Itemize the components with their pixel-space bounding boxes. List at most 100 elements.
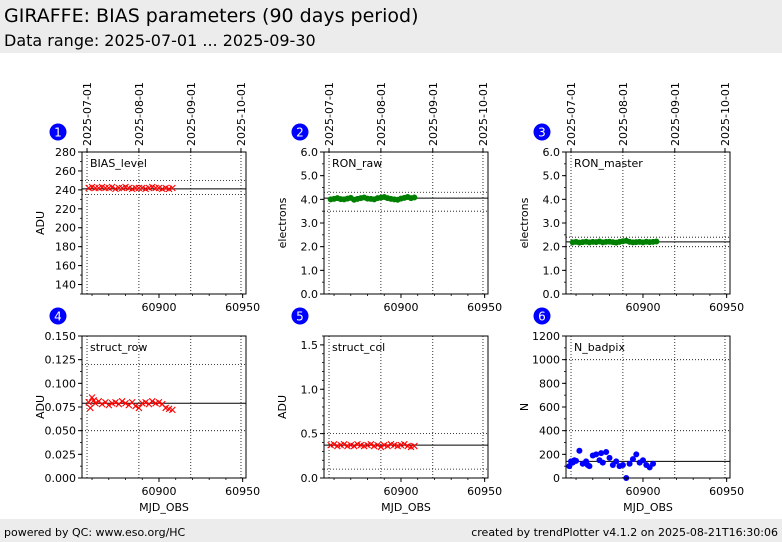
y-tick-label: 140 — [55, 279, 76, 292]
y-tick-label: 6.0 — [543, 146, 561, 159]
data-point — [384, 442, 391, 450]
data-point — [586, 463, 593, 470]
date-tick-label: 2025-08-01 — [133, 82, 146, 146]
date-tick-label: 2025-07-01 — [565, 82, 578, 146]
x-tick-label: 60950 — [709, 485, 744, 498]
y-tick-label: 4.0 — [543, 193, 561, 206]
y-tick-label: 180 — [55, 241, 76, 254]
x-tick-label: 60900 — [383, 301, 418, 314]
data-point — [168, 406, 176, 414]
date-tick-label: 2025-08-01 — [617, 82, 630, 146]
y-axis-label: electrons — [518, 197, 531, 248]
data-point — [112, 398, 119, 406]
panel-label: struct_row — [90, 341, 147, 354]
y-tick-label: 4.0 — [301, 193, 319, 206]
y-axis-label: N — [518, 403, 531, 411]
data-point — [91, 399, 99, 407]
data-point — [606, 454, 613, 461]
data-point — [340, 440, 348, 448]
x-tick-label: 60950 — [467, 485, 502, 498]
x-tick-label: 60900 — [625, 485, 660, 498]
data-point — [633, 451, 640, 458]
data-point — [400, 440, 408, 448]
x-axis-label: MJD_OBS — [139, 501, 189, 514]
x-tick-label: 60900 — [383, 485, 418, 498]
date-tick-label: 2025-08-01 — [375, 82, 388, 146]
x-tick-label: 60900 — [141, 485, 176, 498]
panel-number: 6 — [538, 310, 546, 324]
x-tick-label: 60950 — [467, 301, 502, 314]
data-point — [599, 459, 606, 466]
data-point — [410, 442, 418, 450]
report-header: GIRAFFE: BIAS parameters (90 days period… — [0, 0, 782, 53]
report-footer: powered by QC: www.eso.org/HC created by… — [0, 519, 782, 542]
data-point — [367, 440, 375, 448]
y-tick-label: 0.050 — [45, 425, 77, 438]
panel-number-badge — [291, 123, 309, 141]
y-tick-label: 6.0 — [301, 146, 319, 159]
panel-number: 2 — [296, 126, 304, 140]
panel-number-badge — [49, 307, 67, 325]
y-tick-label: 1.0 — [301, 264, 319, 277]
y-tick-label: 600 — [539, 401, 560, 414]
y-tick-label: 0.000 — [45, 472, 77, 485]
y-tick-label: 0.075 — [45, 401, 77, 414]
y-tick-label: 200 — [55, 222, 76, 235]
panel-number: 3 — [538, 126, 546, 140]
data-point — [629, 456, 636, 463]
x-tick-label: 60900 — [141, 301, 176, 314]
data-point — [122, 399, 129, 407]
x-tick-label: 60950 — [225, 301, 260, 314]
y-tick-label: 5.0 — [301, 170, 319, 183]
plot-panel-2: 0.0 1.0 2.0 3.0 4.0 5.0 6.0 60900 60950 2025-07-0… — [276, 82, 502, 314]
data-point — [598, 450, 605, 457]
panel-number-badge — [49, 123, 67, 141]
panel-label: struct_col — [332, 341, 385, 354]
y-tick-label: 2.0 — [301, 241, 319, 254]
panel-number: 1 — [54, 126, 62, 140]
data-point — [593, 451, 600, 458]
y-axis-label: ADU — [34, 395, 47, 419]
panel-number-badge — [291, 307, 309, 325]
data-point — [626, 460, 633, 467]
data-point — [573, 457, 580, 464]
panel-number: 5 — [296, 310, 304, 324]
data-point — [619, 461, 626, 468]
data-point — [350, 442, 358, 450]
y-tick-label: 0.5 — [301, 428, 319, 441]
data-point — [155, 398, 163, 406]
x-tick-label: 60900 — [625, 301, 660, 314]
data-point — [639, 457, 646, 464]
y-tick-label: 240 — [55, 184, 76, 197]
data-range-subtitle: Data range: 2025-07-01 ... 2025-09-30 — [4, 31, 316, 50]
data-point — [576, 447, 583, 454]
x-axis-label: MJD_OBS — [381, 501, 431, 514]
data-point — [603, 448, 610, 455]
x-axis-label: MJD_OBS — [623, 501, 673, 514]
y-tick-label: 0.125 — [45, 354, 77, 367]
y-tick-label: 3.0 — [301, 217, 319, 230]
y-tick-label: 160 — [55, 260, 76, 273]
y-tick-label: 0.0 — [301, 472, 319, 485]
data-point — [108, 183, 116, 191]
y-tick-label: 800 — [539, 377, 560, 390]
y-tick-label: 5.0 — [543, 170, 561, 183]
data-point — [98, 400, 106, 408]
y-tick-label: 1200 — [532, 330, 560, 343]
data-point — [613, 458, 620, 465]
date-tick-label: 2025-10-01 — [719, 82, 732, 146]
plot-frame — [323, 151, 489, 295]
y-tick-label: 1.5 — [301, 339, 319, 352]
y-tick-label: 0.100 — [45, 377, 77, 390]
plot-panel-5: 0.0 0.5 1.0 1.5 60900 60950 struct_col ADU MJD_O… — [276, 307, 502, 514]
y-tick-label: 1.0 — [301, 383, 319, 396]
y-tick-label: 260 — [55, 165, 76, 178]
date-tick-label: 2025-09-01 — [185, 82, 198, 146]
plot-panel-6: 0 200 400 600 800 1000 1200 60900 60950 N_badpix N… — [518, 307, 744, 514]
y-tick-label: 0.0 — [543, 288, 561, 301]
x-tick-label: 60950 — [225, 485, 260, 498]
y-tick-label: 200 — [539, 448, 560, 461]
plot-panel-1: 140 160 180 200 220 240 260 280 60900 60950 2025-0… — [34, 82, 260, 314]
date-tick-label: 2025-10-01 — [477, 82, 490, 146]
panel-number: 4 — [54, 310, 62, 324]
